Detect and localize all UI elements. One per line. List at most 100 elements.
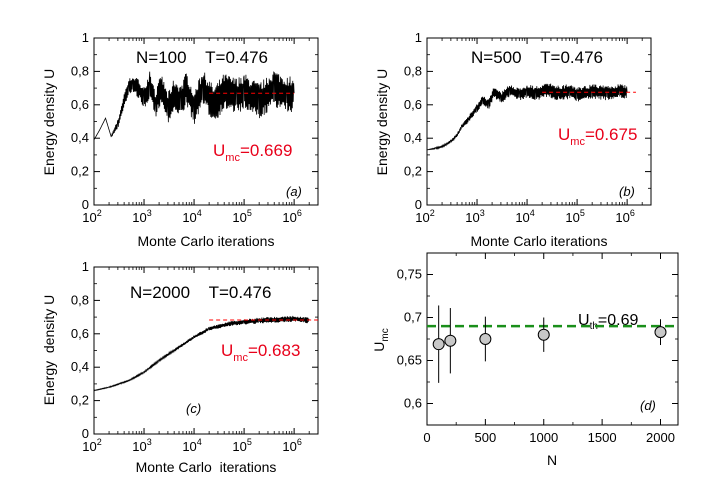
y-ticks: 0,6 0,65 0,7 0,75 [397, 252, 678, 426]
x-tick-label: 103 [465, 208, 484, 225]
tick-exponent: 2 [97, 437, 102, 447]
annotation-sub: th [590, 321, 598, 332]
x-tick-label: 500 [475, 430, 497, 445]
umc-annotation: Umc=0.669 [213, 141, 292, 164]
chart-title: N=500 T=0.476 [471, 48, 603, 67]
tick-base: 10 [415, 210, 429, 225]
x-tick-label: 104 [182, 437, 201, 454]
x-tick-label: 105 [565, 208, 584, 225]
y-tick-label: 1 [415, 30, 422, 45]
y-tick-label: 0,7 [404, 310, 422, 325]
data-point [444, 334, 457, 347]
y-tick-label: 0 [82, 197, 89, 212]
tick-base: 10 [182, 439, 196, 454]
y-axis-label: Umc [371, 328, 391, 351]
panel-label: (d) [640, 398, 656, 413]
x-ticks: 102 103 104 105 106 [82, 267, 319, 454]
x-tick-label: 104 [182, 208, 201, 225]
tick-base: 10 [232, 210, 246, 225]
y-axis-label: Energy density U [41, 69, 57, 176]
panel-label: (b) [619, 184, 635, 199]
annotation-rest: =0.675 [585, 125, 637, 144]
tick-exponent: 4 [197, 437, 202, 447]
panel-d: N Umc (d) Uth=0.69 0 500 1000 1500 2000 0,60… [371, 252, 679, 468]
data-lines [93, 71, 295, 141]
energy-density-series [93, 315, 310, 392]
umc-annotation: Umc=0.683 [221, 341, 300, 364]
y-ticks: 0 0,2 0,4 0,6 0,8 1 [71, 30, 318, 212]
annotation-main: U [213, 141, 225, 160]
tick-base: 10 [82, 439, 96, 454]
y-tick-label: 0 [82, 426, 89, 441]
data-point [432, 338, 445, 351]
tick-exponent: 5 [247, 208, 252, 218]
tick-base: 10 [182, 210, 196, 225]
tick-base: 10 [232, 439, 246, 454]
x-tick-label: 102 [82, 437, 101, 454]
annotation-main: U [221, 341, 233, 360]
x-tick-label: 1500 [588, 430, 617, 445]
y-tick-label: 0,6 [71, 97, 89, 112]
annotation-rest: =0.669 [240, 141, 292, 160]
tick-base: 10 [565, 210, 579, 225]
y-ticks: 0 0,2 0,4 0,6 0,8 1 [404, 30, 651, 212]
panel-label: (a) [286, 184, 302, 199]
x-tick-label: 103 [132, 437, 151, 454]
y-tick-label: 1 [82, 30, 89, 45]
tick-base: 10 [282, 439, 296, 454]
x-tick-label: 105 [232, 437, 251, 454]
x-ticks: 0 500 1000 1500 2000 [423, 253, 675, 445]
x-axis-label: N [547, 452, 557, 468]
tick-exponent: 3 [480, 208, 485, 218]
y-tick-label: 0,8 [71, 292, 89, 307]
tick-exponent: 5 [247, 437, 252, 447]
tick-base: 10 [282, 210, 296, 225]
chart-title: N=100 T=0.476 [136, 48, 268, 67]
y-tick-label: 0,6 [404, 97, 422, 112]
data-lines [93, 315, 318, 392]
tick-exponent: 4 [197, 208, 202, 218]
y-tick-label: 0,65 [397, 353, 422, 368]
tick-base: 10 [515, 210, 529, 225]
annotation-sub: mc [233, 352, 248, 364]
y-tick-label: 0,8 [71, 63, 89, 78]
x-axis-label: Monte Carlo iterations [471, 233, 608, 249]
annotation-sub: mc [225, 152, 240, 164]
panel-label: (c) [186, 401, 201, 416]
x-tick-label: 104 [515, 208, 534, 225]
y-tick-label: 0,2 [71, 164, 89, 179]
annotation-main: U [558, 125, 570, 144]
tick-exponent: 2 [430, 208, 435, 218]
tick-exponent: 2 [97, 208, 102, 218]
tick-exponent: 3 [147, 208, 152, 218]
annotation-rest: =0.683 [248, 341, 300, 360]
panel-b: N=500 T=0.476 Monte Carlo iterations Ene… [374, 30, 652, 249]
x-tick-label: 106 [615, 208, 634, 225]
tick-exponent: 6 [297, 208, 302, 218]
energy-density-series [93, 71, 295, 141]
y-tick-label: 0,2 [71, 393, 89, 408]
x-tick-label: 1000 [529, 430, 558, 445]
data-points [427, 305, 678, 383]
y-axis-label: Energy density U [374, 69, 390, 176]
annotation-rest: =0.69 [598, 312, 639, 329]
x-tick-label: 103 [132, 208, 151, 225]
annotation-sub: mc [570, 136, 585, 148]
ylabel-sub: mc [380, 328, 391, 341]
y-axis-label: Energy density U [41, 295, 57, 406]
data-point [479, 333, 492, 345]
y-tick-label: 0,75 [397, 267, 422, 282]
umc-annotation: Umc=0.675 [558, 125, 637, 148]
tick-exponent: 4 [530, 208, 535, 218]
y-tick-label: 0,4 [71, 359, 89, 374]
y-tick-label: 0,4 [71, 130, 89, 145]
panel-c: N=2000 T=0.476 Monte Carlo iterations En… [41, 259, 319, 475]
y-tick-label: 1 [82, 259, 89, 274]
tick-base: 10 [82, 210, 96, 225]
tick-exponent: 3 [147, 437, 152, 447]
y-tick-label: 0,8 [404, 63, 422, 78]
y-ticks: 0 0,2 0,4 0,6 0,8 1 [71, 259, 318, 441]
uth-annotation: Uth=0.69 [578, 312, 638, 332]
tick-exponent: 6 [630, 208, 635, 218]
